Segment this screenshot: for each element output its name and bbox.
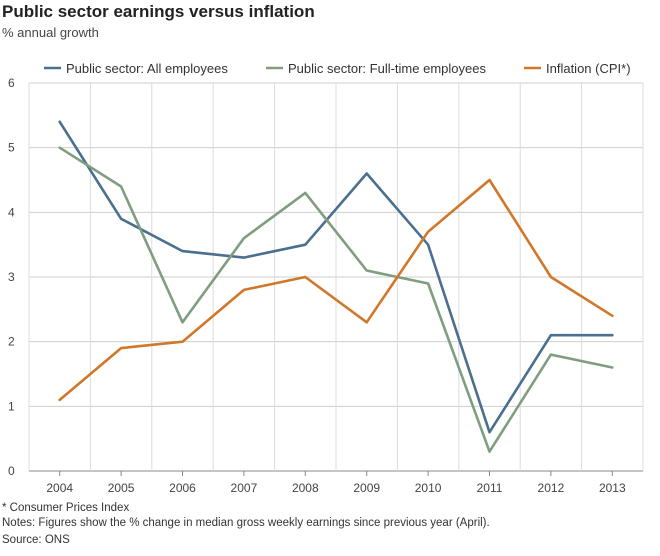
line-chart: 0 1 2 3 4 5 6 2004 2005 2006 2007 2008 2009 2010 2011 2… <box>8 61 644 495</box>
series-lines <box>58 120 614 453</box>
chart-subtitle: % annual growth <box>2 25 99 40</box>
x-tick-label: 2010 <box>415 481 442 495</box>
series-line-0 <box>58 120 614 434</box>
notes: Notes: Figures show the % change in medi… <box>2 517 490 529</box>
x-tick-label: 2012 <box>538 481 565 495</box>
x-tick-label: 2013 <box>599 481 626 495</box>
x-tick-label: 2006 <box>169 481 196 495</box>
y-tick-label: 5 <box>8 141 15 155</box>
gridlines <box>28 82 644 472</box>
y-tick-label: 0 <box>8 464 15 478</box>
x-tick-label: 2009 <box>353 481 380 495</box>
legend: Public sector: All employees Public secto… <box>44 61 631 76</box>
legend-label-2: Inflation (CPI*) <box>546 61 631 76</box>
x-tick-label: 2005 <box>108 481 135 495</box>
x-tick-label: 2004 <box>46 481 73 495</box>
y-tick-label: 4 <box>8 205 15 219</box>
y-tick-label: 1 <box>8 399 15 413</box>
series-line-2 <box>58 178 614 402</box>
y-tick-label: 3 <box>8 270 15 284</box>
y-tick-label: 6 <box>8 76 15 90</box>
source: Source: ONS <box>2 534 70 546</box>
x-tick-label: 2011 <box>477 481 503 495</box>
series-line-1 <box>58 146 614 453</box>
chart-title: Public sector earnings versus inflation <box>2 2 315 21</box>
x-tick-label: 2008 <box>292 481 319 495</box>
legend-label-1: Public sector: Full-time employees <box>288 61 486 76</box>
legend-label-0: Public sector: All employees <box>66 61 228 76</box>
x-tick-label: 2007 <box>231 481 258 495</box>
y-tick-label: 2 <box>8 335 15 349</box>
axes: 0 1 2 3 4 5 6 2004 2005 2006 2007 2008 2009 2010 2011 2… <box>8 76 626 495</box>
footnote: * Consumer Prices Index <box>2 502 130 514</box>
